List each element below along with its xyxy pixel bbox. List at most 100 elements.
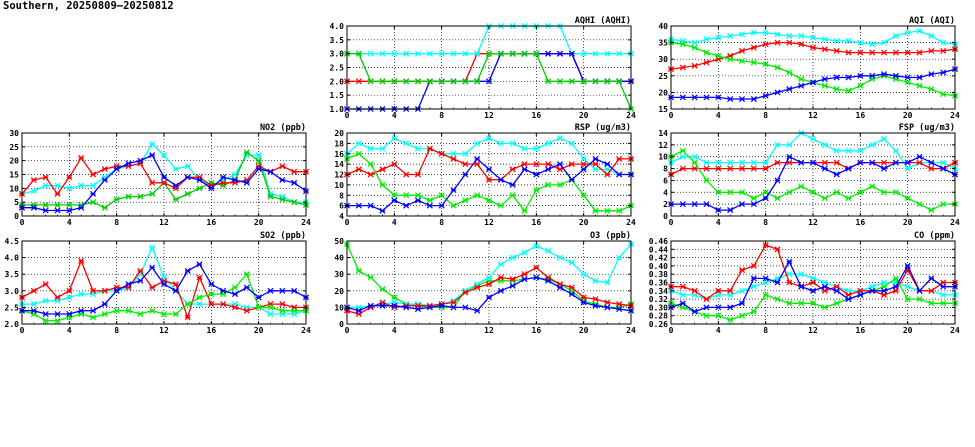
data-point [904,159,911,166]
x-tick-label: 20 [903,218,913,227]
data-point [125,307,132,314]
data-point [928,275,935,282]
data-point [703,159,710,166]
y-tick-label: 0.32 [649,295,668,304]
data-point [267,311,274,318]
data-point [379,166,386,173]
data-point [379,145,386,152]
data-point [880,287,888,294]
data-point [533,274,540,281]
data-point [940,159,947,166]
data-point [231,291,239,298]
data-point [54,190,61,197]
data-point [928,165,935,172]
data-point [208,281,215,288]
data-point [916,49,923,56]
data-point [426,145,433,152]
chart-title-aqi: AQI (AQI) [909,16,955,26]
data-point [580,166,587,173]
data-point [715,52,722,59]
y-tick-label: 30 [9,129,19,138]
x-tick-label: 0 [345,218,350,227]
x-tick-label: 8 [439,111,444,120]
data-point [521,249,528,256]
data-point [750,195,757,202]
data-point [821,141,828,148]
data-point [196,301,203,308]
data-point [450,202,457,209]
data-point [880,165,888,172]
data-point [208,291,215,298]
data-point [66,311,73,318]
data-point [42,297,49,304]
data-point [904,195,911,202]
y-tick-label: 15 [658,105,668,114]
data-point [78,154,85,161]
data-point [78,291,85,298]
data-point [403,78,410,85]
data-point [30,204,37,211]
data-point [101,204,108,211]
data-point [450,155,457,162]
data-point [184,163,191,170]
data-point [521,207,528,214]
data-point [916,287,923,294]
data-point [880,189,888,196]
data-point [774,279,781,286]
data-point [679,201,686,208]
data-point [485,78,493,85]
data-point [857,189,864,196]
x-tick-label: 12 [484,326,494,335]
data-point [220,179,227,186]
data-point [101,177,108,184]
data-point [291,287,298,294]
data-point [462,304,469,311]
data-point [521,271,528,278]
data-point [367,302,374,309]
data-point [556,135,564,142]
data-point [738,47,746,54]
data-point [774,39,781,46]
data-point [462,150,469,157]
data-point [762,189,769,196]
data-point [821,165,828,172]
data-point [892,159,899,166]
data-point [809,287,817,294]
x-tick-label: 16 [856,326,866,335]
data-point [738,300,746,307]
data-point [42,174,49,181]
data-point [821,76,828,83]
data-point [580,78,587,85]
data-point [485,274,493,281]
data-point [533,145,540,152]
data-point [556,166,564,173]
data-point [774,159,781,166]
data-point [66,287,73,294]
data-point [774,141,781,148]
chart-title-aqhi: AQHI (AQHI) [575,16,631,26]
x-tick-label: 4 [716,326,721,335]
data-point [391,294,398,301]
data-point [568,78,575,85]
data-point [391,50,398,57]
data-point [928,287,935,294]
data-point [160,152,168,159]
chart-title-o3: O3 (ppb) [590,231,631,241]
data-point [738,31,746,38]
x-tick-label: 24 [301,326,311,335]
data-point [533,50,540,57]
data-point [42,311,49,318]
x-tick-label: 24 [950,218,960,227]
series-co-3 [667,258,959,315]
data-point [738,57,746,64]
data-point [750,283,757,290]
data-point [556,254,564,261]
data-point [462,289,469,296]
x-tick-label: 16 [856,218,866,227]
series-rsp-3 [343,155,635,214]
y-tick-label: 50 [334,237,344,246]
data-point [66,201,73,208]
data-point [279,163,286,170]
data-point [160,179,168,186]
data-point [616,171,623,178]
